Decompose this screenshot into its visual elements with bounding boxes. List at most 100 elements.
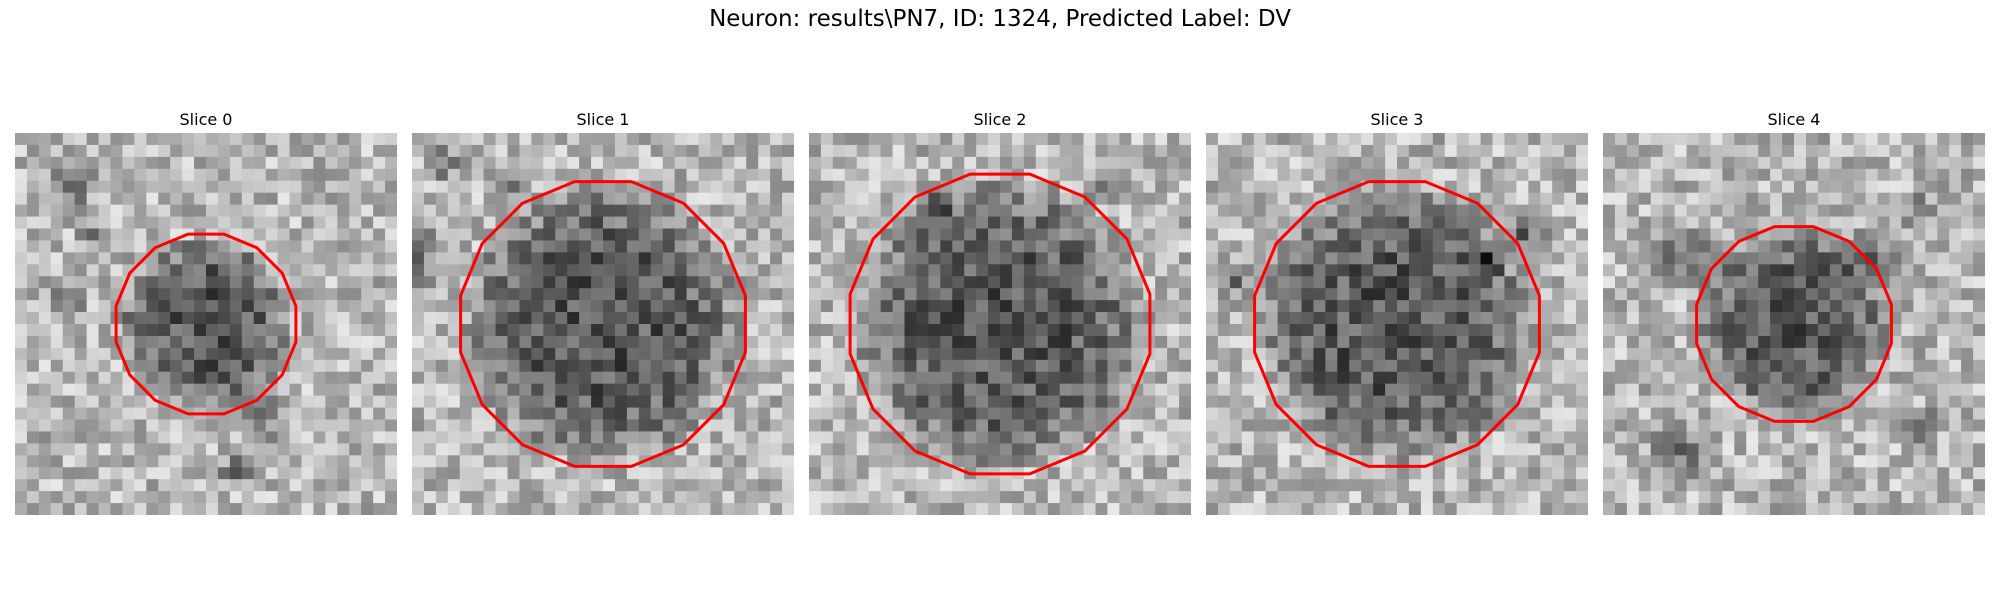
image-pixel — [1397, 371, 1410, 385]
image-pixel — [412, 491, 425, 504]
image-pixel — [1564, 228, 1577, 242]
image-pixel — [626, 288, 640, 301]
image-pixel — [614, 228, 628, 242]
image-pixel — [435, 264, 449, 277]
image-pixel — [1301, 371, 1315, 385]
image-pixel — [1011, 156, 1025, 170]
image-pixel — [1155, 431, 1168, 444]
image-pixel — [507, 144, 521, 158]
image-pixel — [1047, 264, 1061, 277]
image-pixel — [1794, 192, 1807, 206]
image-pixel — [1131, 467, 1144, 480]
image-pixel — [1385, 395, 1398, 409]
image-pixel — [1167, 407, 1180, 421]
image-pixel — [1614, 395, 1628, 409]
image-pixel — [337, 467, 350, 480]
image-pixel — [1217, 240, 1231, 253]
image-pixel — [15, 503, 28, 515]
image-pixel — [1650, 312, 1664, 325]
image-pixel — [50, 407, 64, 421]
image-pixel — [385, 395, 397, 409]
image-pixel — [1289, 491, 1303, 504]
image-pixel — [1650, 419, 1664, 433]
image-pixel — [229, 431, 243, 444]
image-pixel — [832, 192, 846, 206]
image-pixel — [1865, 133, 1879, 146]
image-pixel — [1217, 192, 1231, 206]
image-pixel — [734, 407, 747, 421]
image-pixel — [423, 431, 437, 444]
image-pixel — [1480, 168, 1494, 182]
image-pixel — [349, 264, 362, 277]
image-pixel — [952, 180, 965, 194]
image-pixel — [361, 419, 374, 433]
image-pixel — [1817, 359, 1831, 373]
image-pixel — [74, 276, 88, 289]
image-pixel — [1035, 240, 1049, 253]
image-pixel — [98, 503, 112, 515]
image-pixel — [820, 144, 834, 158]
image-pixel — [1794, 455, 1807, 468]
image-pixel — [614, 288, 628, 301]
image-pixel — [241, 479, 255, 492]
image-pixel — [1698, 192, 1712, 206]
image-pixel — [1059, 192, 1073, 206]
image-pixel — [325, 431, 338, 444]
image-pixel — [325, 503, 338, 515]
image-pixel — [1516, 455, 1529, 468]
image-pixel — [1877, 312, 1891, 325]
image-pixel — [337, 443, 350, 456]
image-pixel — [253, 133, 267, 146]
image-pixel — [1408, 503, 1422, 515]
image-pixel — [1686, 156, 1700, 170]
image-pixel — [1325, 312, 1338, 325]
image-pixel — [1686, 192, 1700, 206]
image-pixel — [880, 491, 894, 504]
image-pixel — [86, 371, 100, 385]
image-pixel — [349, 383, 362, 397]
image-pixel — [361, 359, 374, 373]
image-pixel — [313, 419, 326, 433]
image-pixel — [674, 503, 688, 515]
image-pixel — [1603, 419, 1616, 433]
image-pixel — [1420, 252, 1434, 265]
image-pixel — [820, 335, 834, 349]
image-pixel — [1638, 431, 1652, 444]
image-pixel — [1349, 264, 1362, 277]
image-pixel — [976, 156, 989, 170]
image-pixel — [1011, 240, 1025, 253]
image-pixel — [182, 443, 195, 456]
image-pixel — [1603, 288, 1616, 301]
image-pixel — [1698, 156, 1712, 170]
image-pixel — [1626, 455, 1640, 468]
image-pixel — [1155, 455, 1168, 468]
image-pixel — [650, 395, 664, 409]
image-pixel — [507, 324, 521, 337]
image-pixel — [241, 252, 255, 265]
image-pixel — [1603, 240, 1616, 253]
image-pixel — [1206, 168, 1219, 182]
image-pixel — [1853, 335, 1867, 349]
image-pixel — [1925, 443, 1938, 456]
image-pixel — [98, 264, 112, 277]
image-pixel — [1746, 395, 1759, 409]
image-pixel — [1913, 240, 1926, 253]
image-pixel — [1576, 407, 1588, 421]
image-pixel — [567, 407, 580, 421]
image-pixel — [746, 252, 759, 265]
image-pixel — [1167, 395, 1180, 409]
image-pixel — [217, 371, 231, 385]
image-pixel — [1444, 312, 1458, 325]
image-pixel — [1937, 228, 1950, 242]
image-pixel — [483, 503, 497, 515]
image-pixel — [1179, 192, 1191, 206]
image-pixel — [471, 419, 485, 433]
image-pixel — [820, 347, 834, 361]
image-pixel — [412, 371, 425, 385]
image-pixel — [1937, 359, 1950, 373]
image-pixel — [614, 312, 628, 325]
image-pixel — [1217, 252, 1231, 265]
image-pixel — [809, 168, 822, 182]
image-pixel — [423, 491, 437, 504]
image-pixel — [1337, 431, 1350, 444]
